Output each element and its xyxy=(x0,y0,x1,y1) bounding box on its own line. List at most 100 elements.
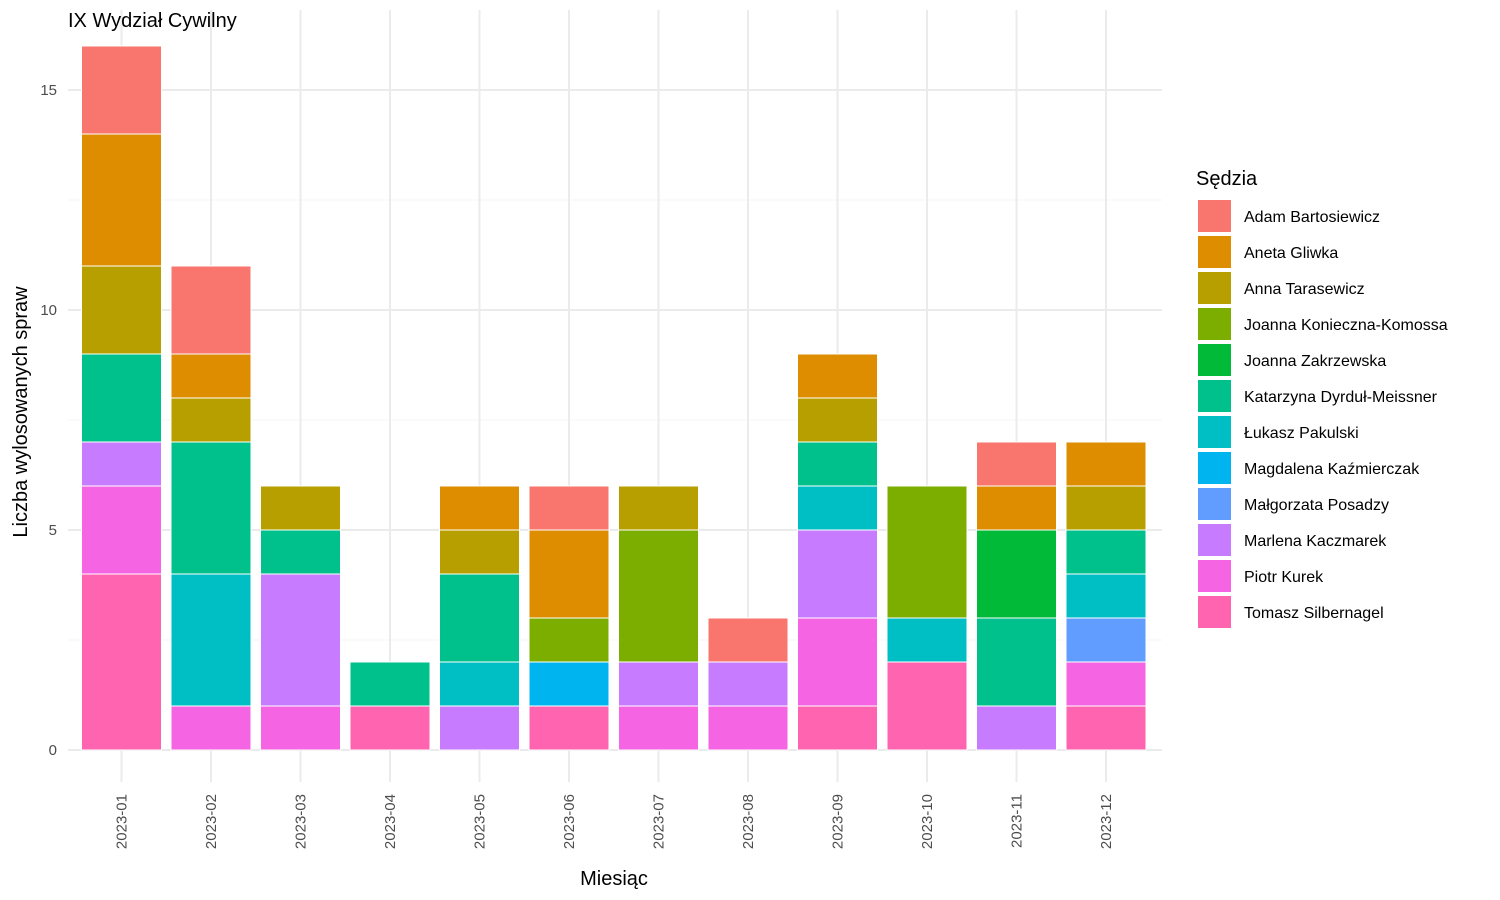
legend-swatch xyxy=(1198,560,1231,592)
bar-segment xyxy=(1065,617,1147,663)
bar-segment xyxy=(81,573,162,751)
bar-segment xyxy=(81,133,162,267)
bar-segment xyxy=(797,617,878,707)
legend-label: Katarzyna Dyrduł-Meissner xyxy=(1244,389,1438,406)
bar-segment xyxy=(976,705,1057,751)
legend-swatch xyxy=(1198,452,1231,484)
bar-segment xyxy=(439,573,520,663)
legend-swatch xyxy=(1198,488,1231,520)
x-tick-label: 2023-04 xyxy=(382,794,399,849)
bar-segment xyxy=(797,441,878,487)
bar-segment xyxy=(260,485,341,531)
bar-segment xyxy=(81,485,162,575)
bar-segment xyxy=(707,617,789,663)
legend-label: Adam Bartosiewicz xyxy=(1244,209,1380,226)
legend-swatch xyxy=(1198,236,1231,268)
y-axis-title: Liczba wylosowanych spraw xyxy=(10,286,32,538)
bar-segment xyxy=(81,265,162,355)
bar-segment xyxy=(439,485,520,531)
bar-segment xyxy=(976,441,1057,487)
bar-segment xyxy=(1065,661,1147,707)
bar-segment xyxy=(976,617,1057,707)
bar-segment xyxy=(528,705,610,751)
bar-segment xyxy=(170,265,252,355)
legend-label: Piotr Kurek xyxy=(1244,569,1324,586)
bar-segment xyxy=(439,705,520,751)
bar-segment xyxy=(170,573,252,707)
bar-segment xyxy=(260,573,341,707)
legend-label: Aneta Gliwka xyxy=(1244,245,1338,262)
bar-segment xyxy=(976,485,1057,531)
bar-segment xyxy=(1065,705,1147,751)
bar-segment xyxy=(886,617,968,663)
legend-swatch xyxy=(1198,272,1231,304)
bar-segment xyxy=(349,661,431,707)
bar-segment xyxy=(528,485,610,531)
bar-segment xyxy=(886,485,968,619)
bar-segment xyxy=(618,705,699,751)
x-tick-label: 2023-02 xyxy=(203,794,220,849)
bar-segment xyxy=(797,397,878,443)
y-axis-ticks: 0 5 10 15 xyxy=(40,82,57,759)
legend-swatch xyxy=(1198,344,1231,376)
bar-segment xyxy=(707,705,789,751)
bar-segment xyxy=(1065,485,1147,531)
bar-segment xyxy=(260,705,341,751)
legend-swatch xyxy=(1198,308,1231,340)
bar-segment xyxy=(618,529,699,663)
legend-label: Anna Tarasewicz xyxy=(1244,281,1365,298)
legend-label: Magdalena Kaźmierczak xyxy=(1244,461,1420,478)
legend-label: Joanna Zakrzewska xyxy=(1244,353,1386,370)
y-tick-label: 5 xyxy=(49,522,57,539)
legend-swatch xyxy=(1198,416,1231,448)
legend-label: Tomasz Silbernagel xyxy=(1244,605,1384,622)
legend-label: Łukasz Pakulski xyxy=(1244,425,1359,442)
bar-segment xyxy=(170,441,252,575)
bar-segment xyxy=(707,661,789,707)
legend-label: Małgorzata Posadzy xyxy=(1244,497,1389,514)
y-tick-label: 15 xyxy=(40,82,57,99)
bar-segment xyxy=(797,353,878,399)
bar-segment xyxy=(1065,529,1147,575)
bar-segment xyxy=(81,441,162,487)
bar-segment xyxy=(349,705,431,751)
bar-segment xyxy=(528,617,610,663)
bar-segment xyxy=(260,529,341,575)
bar-segment xyxy=(1065,441,1147,487)
y-tick-label: 0 xyxy=(49,742,57,759)
bar-segment xyxy=(1065,573,1147,619)
legend-swatch xyxy=(1198,596,1231,628)
x-tick-label: 2023-03 xyxy=(293,794,310,849)
legend-label: Marlena Kaczmarek xyxy=(1244,533,1387,550)
legend-title: Sędzia xyxy=(1196,168,1258,190)
bar-segment xyxy=(528,661,610,707)
legend-swatch xyxy=(1198,200,1231,232)
bar-segment xyxy=(797,485,878,531)
x-tick-label: 2023-12 xyxy=(1098,794,1115,849)
x-tick-label: 2023-09 xyxy=(830,794,847,849)
bar-segment xyxy=(439,661,520,707)
bar-segment xyxy=(170,397,252,443)
x-axis-title: Miesiąc xyxy=(580,868,648,890)
x-tick-label: 2023-10 xyxy=(919,794,936,849)
x-tick-label: 2023-08 xyxy=(740,794,757,849)
x-tick-label: 2023-06 xyxy=(561,794,578,849)
bar-segment xyxy=(81,353,162,443)
x-tick-label: 2023-07 xyxy=(651,794,668,849)
x-tick-label: 2023-05 xyxy=(472,794,489,849)
x-tick-label: 2023-01 xyxy=(114,794,131,849)
legend-label: Joanna Konieczna-Komossa xyxy=(1244,317,1448,334)
legend-swatch xyxy=(1198,380,1231,412)
bar-segment xyxy=(618,661,699,707)
bar-segment xyxy=(528,529,610,619)
chart-title: IX Wydział Cywilny xyxy=(68,10,237,32)
bar-segment xyxy=(886,661,968,751)
x-tick-label: 2023-11 xyxy=(1009,794,1026,848)
bar-segment xyxy=(170,705,252,751)
bar-segment xyxy=(170,353,252,399)
bars xyxy=(81,45,1147,751)
bar-segment xyxy=(81,45,162,135)
bar-segment xyxy=(976,529,1057,619)
bar-segment xyxy=(797,529,878,619)
